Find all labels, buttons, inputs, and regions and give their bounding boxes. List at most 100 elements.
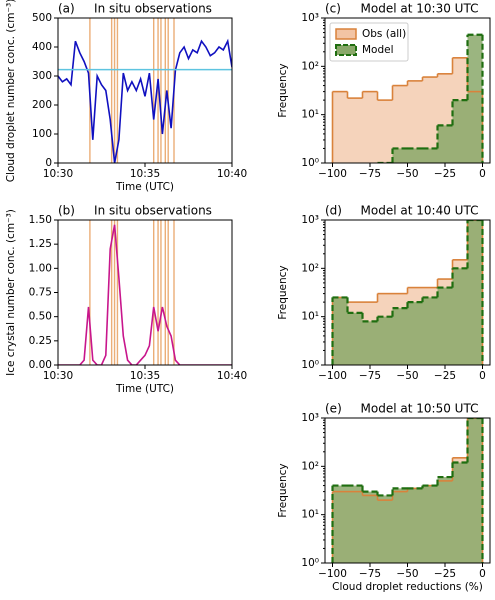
histogram-bar — [407, 148, 423, 163]
histogram-bar — [422, 77, 438, 163]
histogram-bar — [392, 85, 408, 163]
histogram-bar — [392, 308, 408, 365]
histogram-bar — [332, 485, 348, 563]
x-tick-label: 10:40 — [217, 370, 247, 382]
y-tick-label: 10³ — [301, 214, 319, 226]
y-tick-label: 0.25 — [29, 335, 52, 347]
legend-label: Obs (all) — [362, 28, 406, 40]
histogram-bar — [467, 34, 483, 163]
histogram-bar — [452, 268, 468, 365]
x-tick-label: 10:35 — [130, 370, 160, 382]
y-tick-label: 10⁰ — [301, 557, 319, 569]
y-tick-label: 0 — [45, 157, 52, 169]
legend-label: Model — [362, 44, 394, 56]
y-tick-label: 200 — [32, 99, 52, 111]
y-tick-label: 10⁰ — [301, 359, 319, 371]
x-tick-label: −100 — [318, 370, 347, 382]
panel-label: (d) — [325, 204, 342, 218]
x-tick-label: −100 — [318, 168, 347, 180]
histogram-bar — [362, 91, 378, 163]
y-tick-label: 10² — [301, 460, 319, 472]
x-axis-label: Cloud droplet reductions (%) — [332, 581, 483, 593]
panel-title: Model at 10:50 UTC — [361, 402, 479, 416]
panel-label: (a) — [58, 2, 75, 16]
y-tick-label: 0.75 — [29, 287, 52, 299]
y-tick-label: 0.00 — [29, 359, 52, 371]
histogram-bar — [392, 148, 408, 163]
data-line — [58, 224, 232, 365]
panel: (e) Model at 10:50 UTC Cloud droplet reduc… — [277, 402, 491, 593]
axes-frame — [324, 219, 491, 366]
y-axis-label: Frequency — [277, 463, 289, 517]
histogram-bar — [467, 220, 483, 365]
x-axis-label: Time (UTC) — [115, 383, 174, 395]
histogram-bar — [452, 462, 468, 563]
y-axis-label: Cloud droplet number conc. (cm⁻³) — [5, 0, 17, 182]
x-tick-label: −75 — [359, 168, 381, 180]
x-tick-label: −50 — [396, 568, 418, 580]
y-axis-label: Ice crystal number conc. (cm⁻³) — [5, 209, 17, 376]
histogram-bar — [377, 100, 393, 163]
panel-title: Model at 10:40 UTC — [361, 204, 479, 218]
legend-patch — [335, 44, 357, 56]
histogram-bar — [347, 485, 363, 563]
histogram-bar — [407, 80, 423, 163]
histogram-bar — [467, 418, 483, 563]
plot-area — [58, 220, 232, 365]
x-tick-label: −25 — [434, 370, 456, 382]
y-tick-label: 10² — [301, 60, 319, 72]
axes-frame — [324, 17, 491, 164]
histogram-bar — [422, 297, 438, 365]
panel: (a) In situ observations Time (UTC) Cloud d… — [5, 0, 247, 193]
y-tick-label: 0.50 — [29, 311, 52, 323]
x-tick-label: −100 — [318, 568, 347, 580]
histogram-bar — [347, 98, 363, 163]
y-axis-label: Frequency — [277, 63, 289, 117]
histogram-bar — [332, 297, 348, 365]
y-tick-label: 10¹ — [301, 509, 319, 521]
y-tick-label: 100 — [32, 128, 52, 140]
panel: (b) In situ observations Time (UTC) Ice cry… — [5, 204, 247, 396]
plot-area — [331, 418, 484, 563]
y-tick-label: 300 — [32, 70, 52, 82]
y-tick-label: 10³ — [301, 12, 319, 24]
histogram-bar — [422, 485, 438, 563]
histogram-bar — [422, 148, 438, 163]
x-tick-label: 10:40 — [217, 168, 247, 180]
axes-frame — [57, 219, 233, 366]
histogram-bar — [437, 125, 453, 163]
y-tick-label: 10⁰ — [301, 157, 319, 169]
histogram-bar — [407, 488, 423, 563]
x-tick-label: 10:30 — [43, 168, 73, 180]
histogram-bar — [437, 477, 453, 563]
panel-title: Model at 10:30 UTC — [361, 2, 479, 16]
data-line — [58, 38, 232, 163]
y-tick-label: 1.00 — [29, 262, 52, 274]
plot-area — [331, 33, 484, 163]
y-tick-label: 10¹ — [301, 311, 319, 323]
x-tick-label: 0 — [479, 568, 486, 580]
y-tick-label: 10³ — [301, 412, 319, 424]
histogram-bar — [362, 321, 378, 365]
y-tick-label: 10¹ — [301, 109, 319, 121]
x-tick-label: −50 — [396, 168, 418, 180]
histogram-bar — [407, 302, 423, 365]
x-tick-label: −75 — [359, 568, 381, 580]
axes-frame — [57, 17, 233, 164]
x-tick-label: −75 — [359, 370, 381, 382]
x-tick-label: −25 — [434, 568, 456, 580]
y-tick-label: 400 — [32, 41, 52, 53]
panel-label: (e) — [325, 402, 342, 416]
x-tick-label: −25 — [434, 168, 456, 180]
panel-title: In situ observations — [94, 204, 212, 218]
y-tick-label: 10² — [301, 262, 319, 274]
panel-label: (b) — [58, 204, 75, 218]
panel: (c) Model at 10:30 UTC Frequency 10⁰ 10¹ 10² 1… — [277, 2, 491, 180]
panel-label: (c) — [325, 2, 341, 16]
legend-patch — [335, 28, 357, 40]
y-axis-label: Frequency — [277, 265, 289, 319]
histogram-bar — [362, 491, 378, 563]
y-tick-label: 1.50 — [29, 214, 52, 226]
histogram-bar — [332, 91, 348, 163]
